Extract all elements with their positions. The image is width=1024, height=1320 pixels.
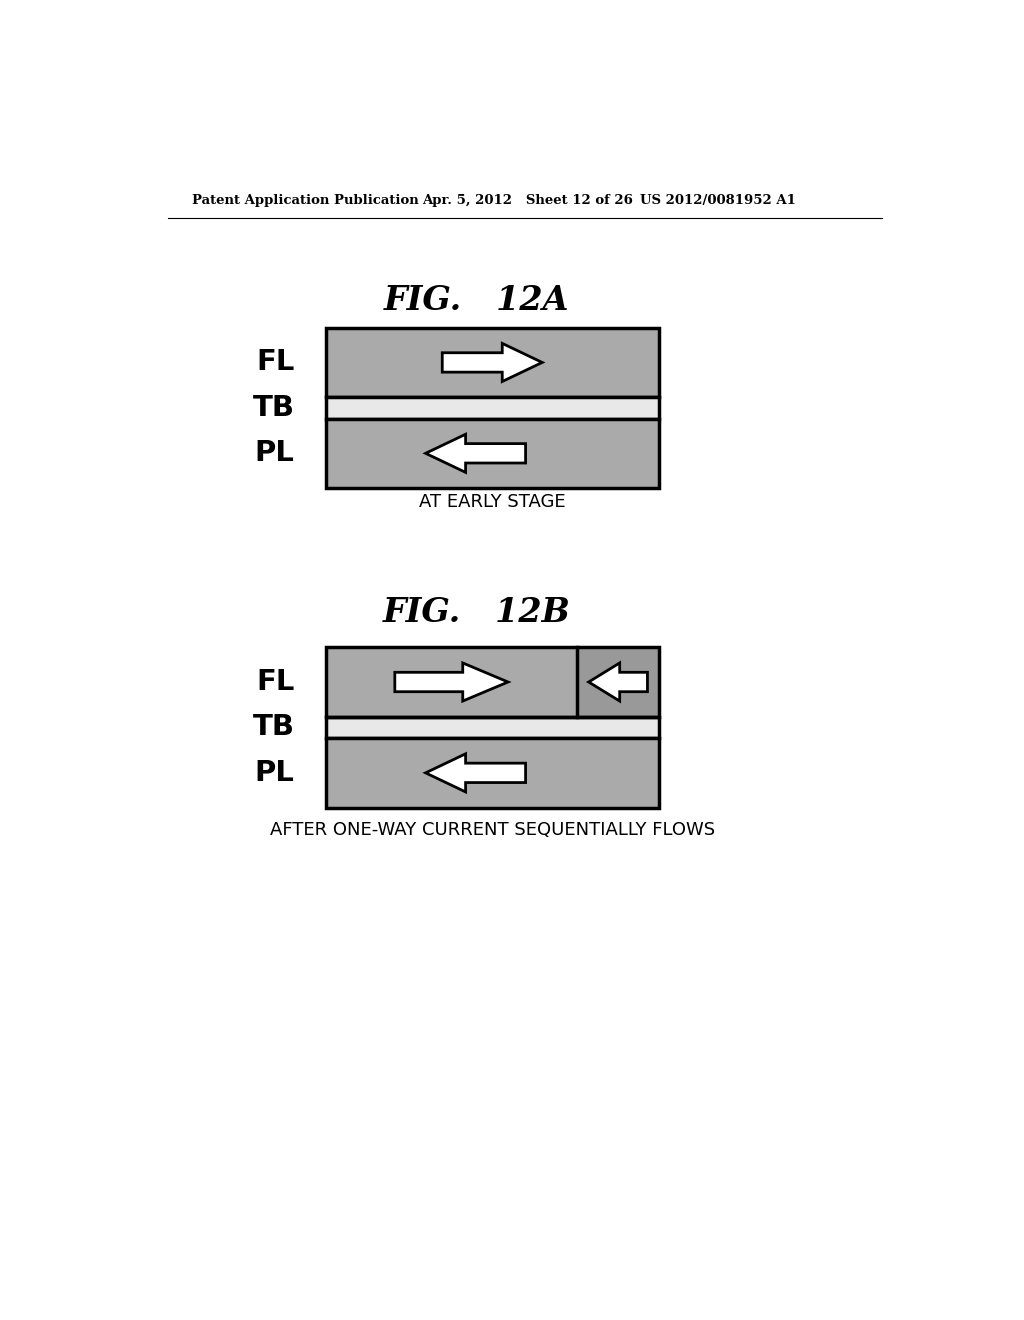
Text: US 2012/0081952 A1: US 2012/0081952 A1 (640, 194, 796, 207)
Text: Apr. 5, 2012   Sheet 12 of 26: Apr. 5, 2012 Sheet 12 of 26 (423, 194, 634, 207)
Text: PL: PL (255, 440, 295, 467)
Text: FL: FL (256, 668, 295, 696)
Bar (326, 647, 658, 717)
Bar (326, 717, 658, 738)
Bar (326, 327, 658, 397)
FancyArrow shape (442, 343, 543, 381)
Bar (578, 647, 658, 717)
Text: PL: PL (255, 759, 295, 787)
Text: AT EARLY STAGE: AT EARLY STAGE (419, 494, 565, 511)
FancyArrow shape (426, 754, 525, 792)
Bar (326, 418, 658, 488)
Text: FIG.   12A: FIG. 12A (384, 284, 569, 317)
FancyArrow shape (426, 434, 525, 473)
Text: FL: FL (256, 348, 295, 376)
Bar (326, 738, 658, 808)
Text: TB: TB (253, 393, 295, 422)
Text: TB: TB (253, 713, 295, 742)
FancyArrow shape (589, 663, 647, 701)
Text: AFTER ONE-WAY CURRENT SEQUENTIALLY FLOWS: AFTER ONE-WAY CURRENT SEQUENTIALLY FLOWS (269, 821, 715, 838)
Text: FIG.   12B: FIG. 12B (383, 597, 570, 630)
Text: Patent Application Publication: Patent Application Publication (193, 194, 419, 207)
FancyArrow shape (395, 663, 508, 701)
Bar (326, 397, 658, 418)
Bar (326, 647, 578, 717)
